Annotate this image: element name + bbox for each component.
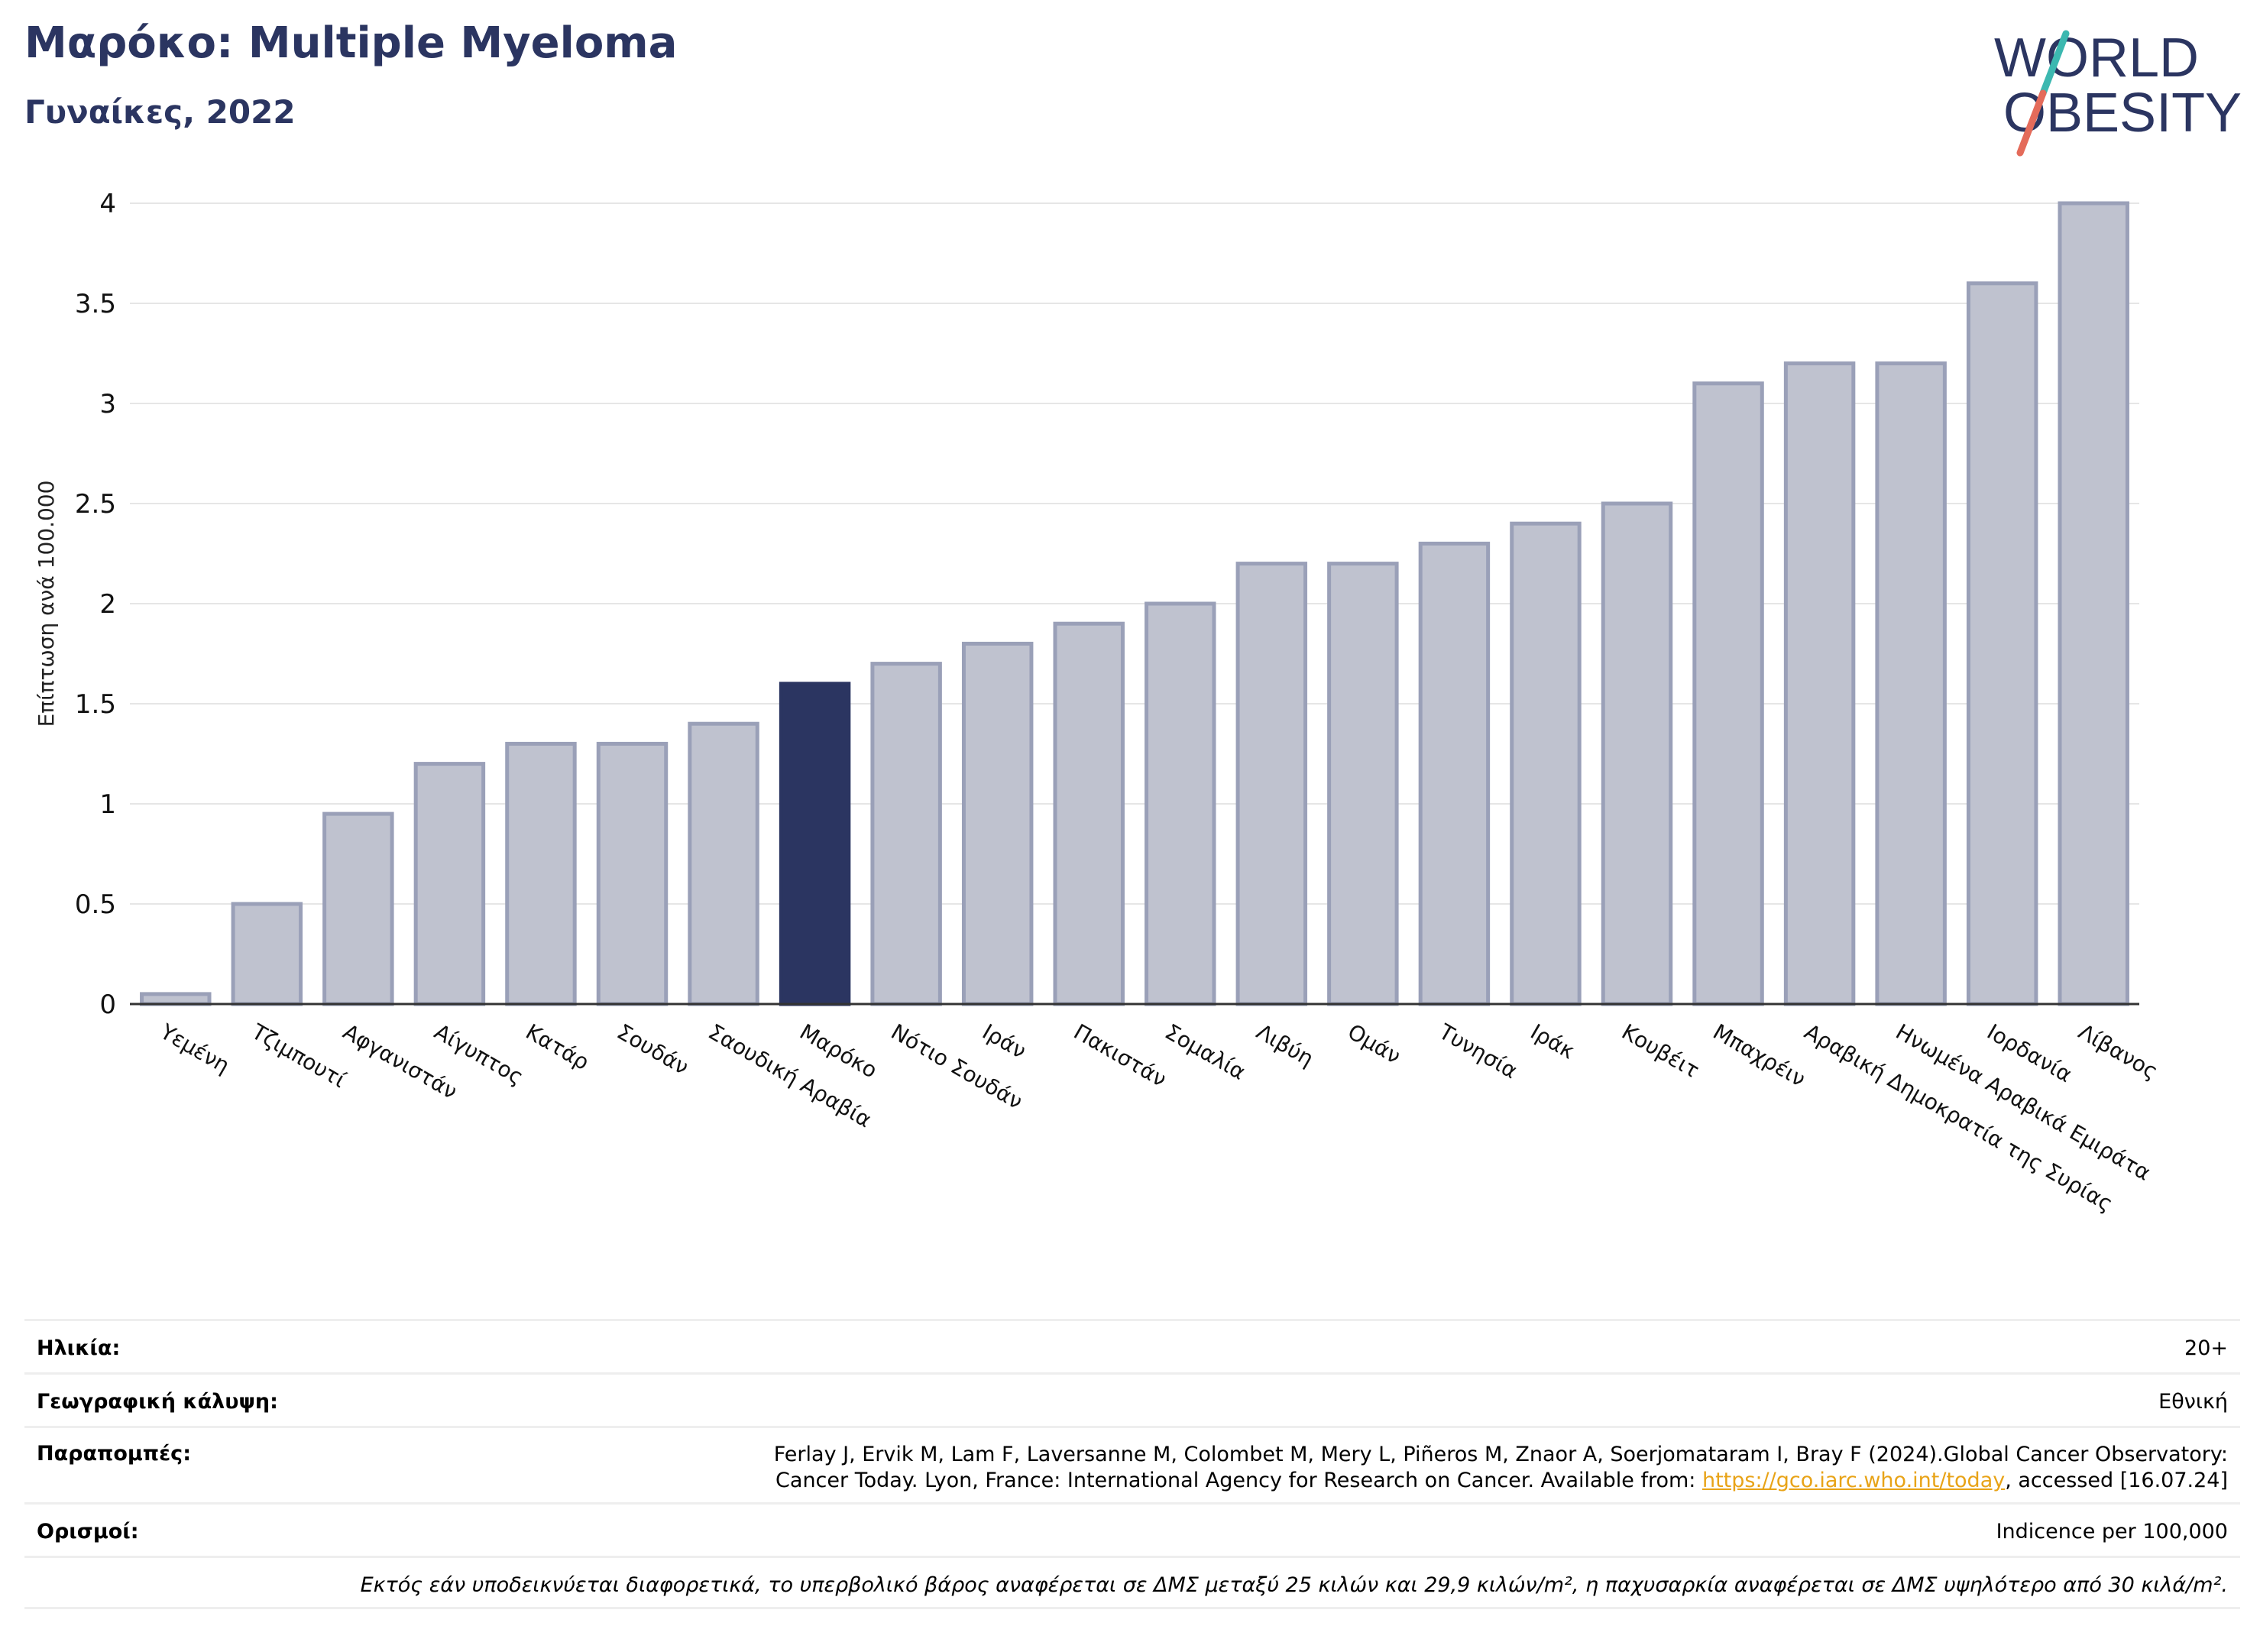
y-tick-label: 0 — [99, 990, 116, 1020]
references-line2: Cancer Today. Lyon, France: Internationa… — [774, 1468, 2228, 1494]
age-label: Ηλικία: — [37, 1336, 121, 1360]
bar-2 — [231, 902, 303, 1006]
y-tick-label: 1.5 — [75, 689, 116, 720]
bar-15 — [1418, 541, 1491, 1006]
info-row-definitions: Ορισμοί: Indicence per 100,000 — [24, 1502, 2240, 1556]
bar-1 — [140, 992, 212, 1006]
bar-14 — [1327, 562, 1399, 1006]
bar-19 — [1783, 361, 1856, 1006]
x-tick-label: Σουδάν — [613, 1019, 693, 1080]
bar-20 — [1875, 361, 1947, 1006]
definitions-value: Indicence per 100,000 — [1996, 1520, 2228, 1543]
bar-5 — [505, 741, 577, 1006]
footnote-text: Εκτός εάν υποδεικνύεται διαφορετικά, το … — [360, 1573, 2228, 1597]
x-tick-label: Τυνησία — [1434, 1019, 1522, 1084]
info-table: Ηλικία: 20+ Γεωγραφική κάλυψη: Εθνική Πα… — [24, 1319, 2240, 1609]
bar-21 — [1966, 281, 2038, 1006]
references-line1: Ferlay J, Ervik M, Lam F, Laversanne M, … — [773, 1443, 2228, 1466]
x-tick-label: Κατάρ — [521, 1019, 593, 1075]
x-tick-label: Σαουδική Αραβία — [704, 1019, 876, 1132]
x-tick-label: Ομάν — [1343, 1019, 1405, 1069]
coverage-label: Γεωγραφική κάλυψη: — [37, 1390, 278, 1414]
coverage-value: Εθνική — [2158, 1390, 2228, 1414]
info-row-coverage: Γεωγραφική κάλυψη: Εθνική — [24, 1372, 2240, 1426]
bars — [140, 201, 2129, 1006]
x-tick-label: Ιράκ — [1526, 1019, 1578, 1064]
y-tick-labels: 0 0.5 1 1.5 2 2.5 3 3.5 4 — [75, 189, 116, 1020]
age-value: 20+ — [2184, 1336, 2228, 1360]
references-line2-pre: Cancer Today. Lyon, France: Internationa… — [775, 1469, 1702, 1492]
x-tick-label: Λίβανος — [2074, 1019, 2162, 1084]
bar-17 — [1601, 501, 1673, 1006]
bar-11 — [1053, 621, 1125, 1006]
x-tick-label: Κουβέιτ — [1617, 1019, 1704, 1083]
bar-22 — [2058, 201, 2129, 1006]
info-row-note: Εκτός εάν υποδεικνύεται διαφορετικά, το … — [24, 1556, 2240, 1609]
x-tick-label: Υεμένη — [155, 1019, 234, 1078]
bar-18 — [1692, 381, 1764, 1006]
bar-13 — [1235, 562, 1308, 1006]
x-tick-label: Λιβύη — [1252, 1019, 1318, 1071]
chart-title: Μαρόκο: Multiple Myeloma — [24, 18, 678, 68]
y-tick-label: 0.5 — [75, 889, 116, 920]
bar-7 — [688, 721, 759, 1006]
x-tick-label: Σομαλία — [1161, 1019, 1250, 1084]
world-obesity-logo: WORLD OBESITY — [1994, 28, 2242, 157]
y-tick-label: 2.5 — [75, 489, 116, 520]
bar-16 — [1510, 521, 1582, 1006]
bar-9 — [870, 662, 942, 1006]
x-tick-label: Ιράν — [978, 1019, 1031, 1064]
bar-chart: 0 0.5 1 1.5 2 2.5 3 3.5 4 Υεμένη ΤζιμπουτίΑφγανισ… — [34, 189, 2162, 1216]
references-label: Παραπομπές: — [37, 1442, 191, 1466]
logo-line1: WORLD — [1994, 28, 2199, 89]
y-axis-label: Επίπτωση ανά 100.000 — [34, 481, 59, 727]
info-row-references: Παραπομπές: Ferlay J, Ervik M, Lam F, La… — [24, 1426, 2240, 1502]
bar-10 — [961, 641, 1034, 1006]
references-link[interactable]: https://gco.iarc.who.int/today — [1701, 1469, 2006, 1492]
chart-subtitle: Γυναίκες, 2022 — [24, 93, 296, 131]
y-tick-label: 3.5 — [75, 289, 116, 319]
y-tick-label: 1 — [99, 789, 116, 820]
y-tick-label: 4 — [99, 189, 116, 219]
references-line2-post: , accessed [16.07.24] — [2005, 1469, 2228, 1492]
info-row-age: Ηλικία: 20+ — [24, 1319, 2240, 1372]
x-tick-label: Μπαχρέιν — [1709, 1019, 1810, 1091]
bar-3 — [322, 811, 394, 1006]
definitions-label: Ορισμοί: — [37, 1520, 139, 1543]
bar-12 — [1145, 601, 1216, 1006]
references-text: Ferlay J, Ervik M, Lam F, Laversanne M, … — [774, 1442, 2228, 1494]
x-tick-label: Πακιστάν — [1070, 1019, 1171, 1092]
bar-6 — [596, 741, 669, 1006]
y-tick-label: 2 — [99, 589, 116, 620]
bar-8 — [779, 682, 851, 1006]
y-tick-label: 3 — [99, 389, 116, 419]
x-tick-label: Τζιμπουτί — [247, 1019, 351, 1093]
bar-4 — [413, 762, 486, 1006]
